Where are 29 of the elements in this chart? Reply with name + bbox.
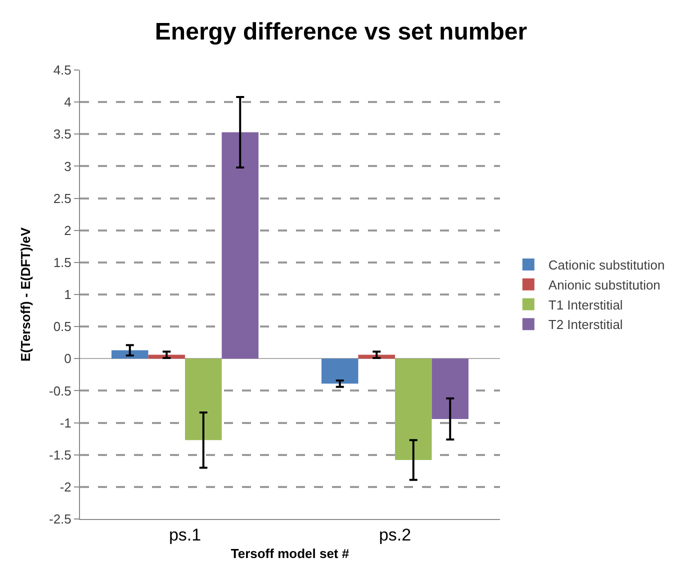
legend-label: T2 Interstitial [548,317,623,332]
bar [395,358,432,460]
x-tick-label: ps.2 [378,525,412,544]
bar [222,132,258,359]
y-tick-label: 2 [64,222,72,238]
x-tick-label: ps.1 [168,525,202,544]
y-tick-label: 2.5 [53,190,72,206]
y-tick-label: 4.5 [53,62,72,78]
y-axis-title: E(Tersoff) - E(DFT)/eV [18,227,33,362]
y-tick-label: 3.5 [53,126,72,142]
x-axis-title: Tersoff model set # [230,546,350,561]
y-tick-label: 0 [64,351,72,366]
legend-label: Cationic substitution [548,258,665,273]
legend-label: T1 Interstitial [548,297,623,312]
y-tick-label: -1.5 [48,447,72,462]
bar [432,358,468,419]
y-tick-label: -2.5 [48,512,72,527]
legend-label: Anionic substitution [548,277,660,292]
y-tick-label: -2 [60,479,72,494]
y-tick-label: 3 [64,158,72,174]
y-tick-label: -1 [60,415,72,430]
bar [185,358,222,440]
y-tick-label: 4 [64,94,72,110]
y-tick-label: 1 [64,287,72,302]
y-tick-label: 1.5 [53,254,72,270]
bar [322,358,358,384]
y-tick-label: -0.5 [48,383,72,398]
y-tick-label: 0.5 [53,319,72,334]
chart-title: Energy difference vs set number [154,18,528,46]
